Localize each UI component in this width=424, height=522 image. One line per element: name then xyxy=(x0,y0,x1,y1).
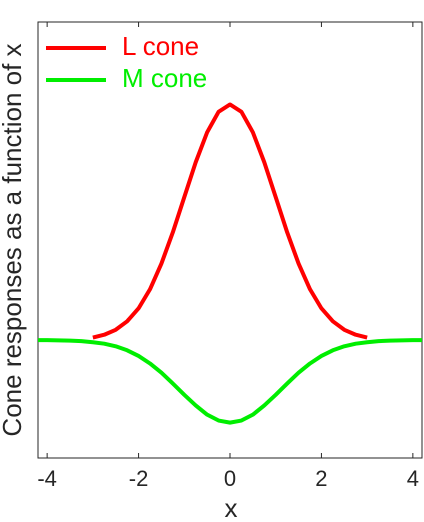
legend-label: L cone xyxy=(122,31,199,61)
line xyxy=(92,102,368,340)
x-tick-label: 0 xyxy=(224,466,236,491)
line xyxy=(38,338,422,425)
x-tick-label: -2 xyxy=(129,466,149,491)
y-axis-label: Cone responses as a function of x xyxy=(0,43,27,436)
x-axis-label: x xyxy=(225,493,238,522)
plot-frame xyxy=(37,21,423,459)
x-tick-label: -4 xyxy=(37,466,57,491)
x-tick-label: 2 xyxy=(315,466,327,491)
legend-label: M cone xyxy=(122,63,207,93)
x-tick-label: 4 xyxy=(407,466,419,491)
